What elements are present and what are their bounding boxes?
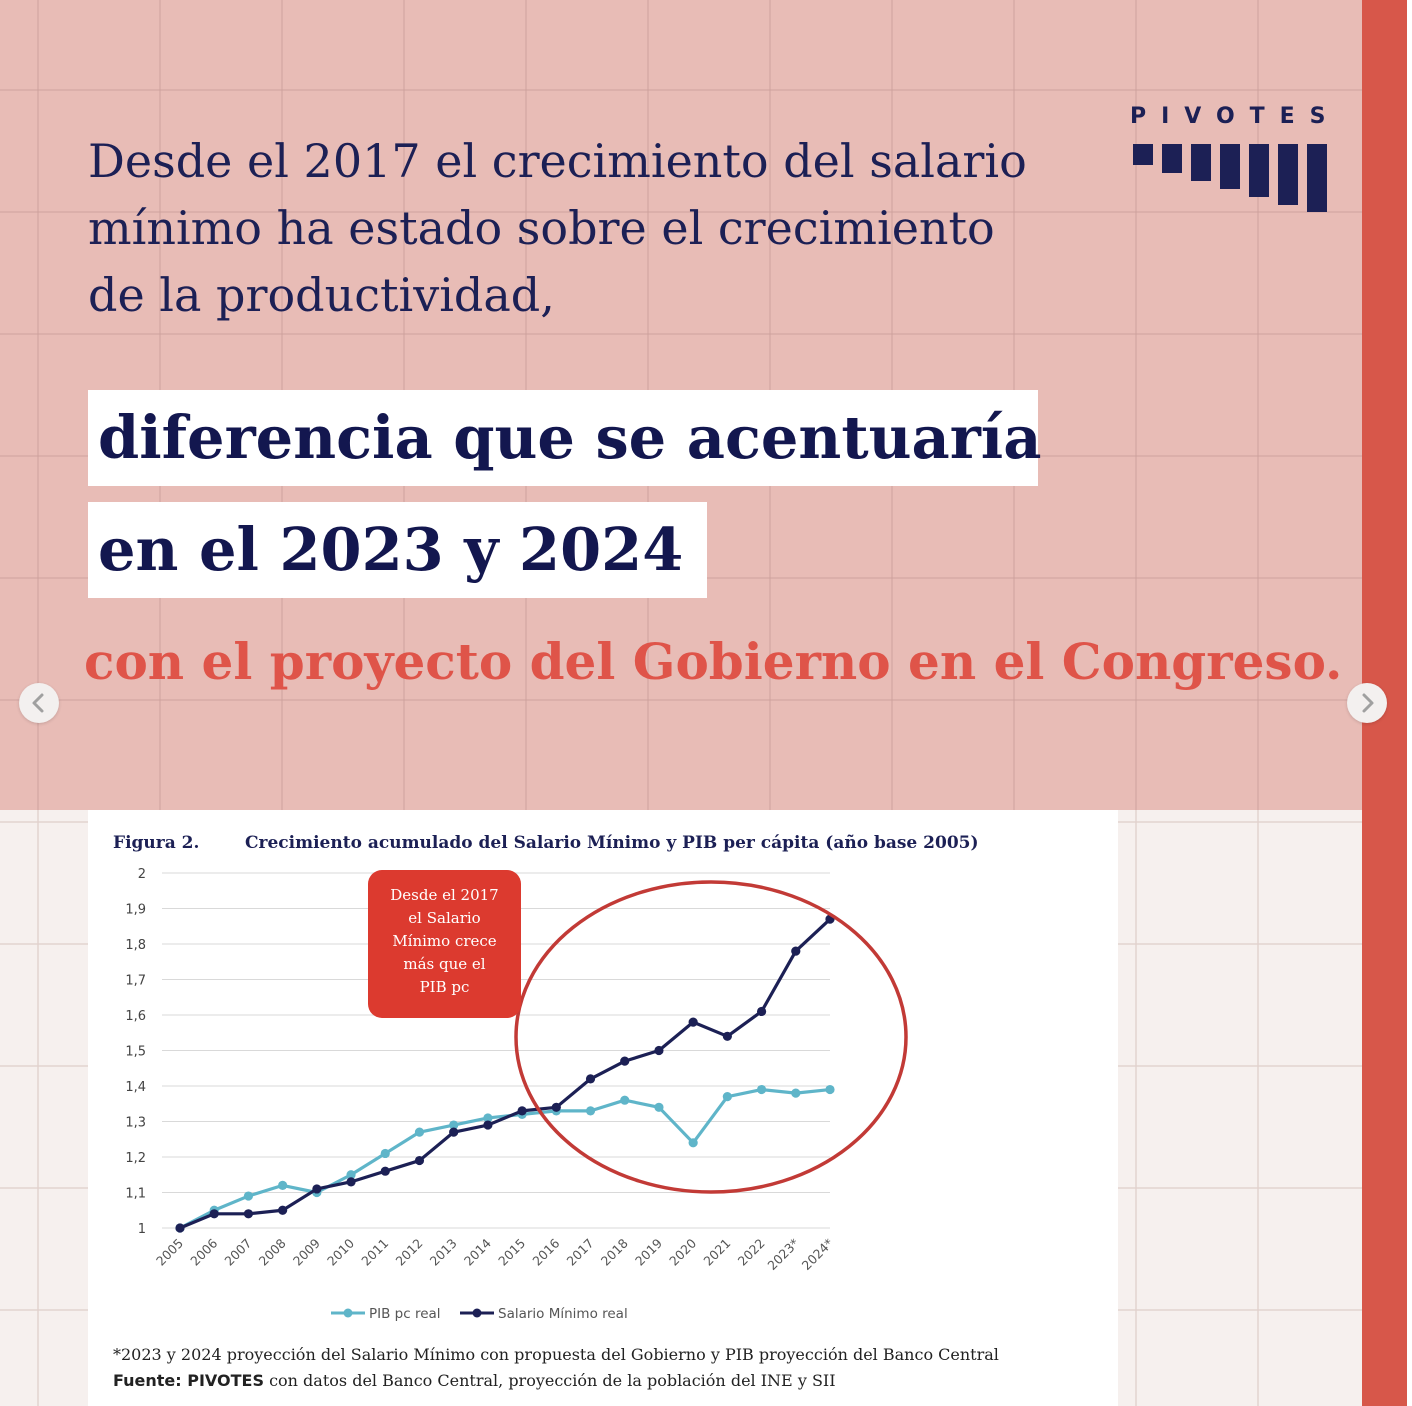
- chart-title: Crecimiento acumulado del Salario Mínimo…: [245, 833, 979, 853]
- chevron-left-icon: [32, 693, 44, 713]
- y-tick-label: 1,8: [125, 938, 146, 953]
- callout-line: más que el: [403, 955, 486, 973]
- data-point: [209, 1209, 219, 1219]
- data-point: [585, 1074, 596, 1084]
- data-point: [791, 1088, 801, 1098]
- y-tick-label: 1,1: [125, 1187, 146, 1202]
- x-tick-label: 2010: [324, 1235, 357, 1268]
- x-tick-label: 2012: [392, 1236, 425, 1269]
- figure-label: Figura 2.: [113, 833, 200, 853]
- y-tick-label: 1,7: [125, 974, 146, 989]
- x-tick-label: 2015: [495, 1236, 528, 1269]
- data-point: [756, 1084, 767, 1095]
- chart-figure: 1 1,1 1,2 1,3 1,4 1,5 1,6 1,7 1,8 1,9 2 2005 2006 200…: [88, 810, 1118, 1406]
- legend-marker: [472, 1308, 482, 1318]
- y-tick-label: 1,5: [125, 1045, 146, 1060]
- x-tick-label: 2021: [700, 1236, 733, 1269]
- data-point: [620, 1056, 630, 1066]
- data-point: [414, 1127, 425, 1137]
- legend-label: PIB pc real: [369, 1306, 441, 1322]
- data-point: [483, 1113, 493, 1123]
- x-tick-label: 2013: [427, 1236, 460, 1269]
- legend-marker: [343, 1308, 353, 1318]
- data-point: [517, 1106, 527, 1116]
- data-point: [312, 1184, 322, 1194]
- y-tick-label: 1,6: [125, 1009, 146, 1024]
- source-text: con datos del Banco Central, proyección …: [263, 1371, 836, 1390]
- x-tick-label: 2008: [256, 1235, 289, 1268]
- page-edge: [1407, 0, 1412, 1406]
- data-point: [380, 1166, 390, 1176]
- legend-label: Salario Mínimo real: [498, 1306, 628, 1322]
- x-tick-label: 2006: [187, 1235, 220, 1268]
- y-tick-label: 1,9: [125, 903, 146, 918]
- chevron-right-icon: [1362, 693, 1374, 713]
- callout-line: el Salario: [408, 909, 481, 927]
- data-point: [654, 1045, 664, 1056]
- y-tick-label: 1,2: [125, 1151, 146, 1166]
- data-point: [243, 1191, 254, 1201]
- data-point: [483, 1120, 493, 1130]
- x-tick-label: 2020: [666, 1235, 699, 1268]
- data-point: [654, 1102, 664, 1112]
- x-tick-label: 2014: [461, 1235, 494, 1268]
- data-point: [346, 1177, 356, 1187]
- x-tick-label: 2018: [598, 1235, 631, 1268]
- data-point: [551, 1102, 561, 1112]
- x-tick-label: 2023*: [764, 1236, 802, 1274]
- chart-callout: Desde el 2017 el Salario Mínimo crece má…: [368, 870, 521, 1018]
- highlight-line-2: en el 2023 y 2024: [88, 502, 707, 598]
- next-slide-button[interactable]: [1347, 683, 1387, 723]
- data-point: [620, 1095, 630, 1105]
- intro-text: Desde el 2017 el crecimiento del salario…: [88, 134, 1027, 322]
- x-tick-label: 2017: [564, 1236, 597, 1269]
- chart-footnote: *2023 y 2024 proyección del Salario Míni…: [113, 1345, 999, 1364]
- series-line-salario-minimo-real: [179, 917, 832, 1230]
- chart-source: Fuente: PIVOTES con datos del Banco Cent…: [113, 1371, 836, 1390]
- series-line-pib-pc-real: [179, 1087, 831, 1230]
- x-tick-label: 2011: [358, 1236, 391, 1269]
- data-point: [414, 1155, 425, 1166]
- callout-line: Mínimo crece: [392, 932, 497, 950]
- data-point: [346, 1170, 356, 1180]
- highlight-line-1: diferencia que se acentuaría: [88, 390, 1041, 486]
- x-tick-label: 2016: [529, 1235, 562, 1268]
- y-tick-label: 1: [138, 1222, 146, 1237]
- y-tick-label: 2: [138, 867, 146, 882]
- highlight-ellipse: [514, 880, 908, 1194]
- data-point: [722, 1031, 732, 1041]
- data-point: [688, 1138, 698, 1148]
- x-tick-label: 2019: [632, 1235, 665, 1268]
- data-point: [278, 1205, 288, 1215]
- data-point: [585, 1106, 596, 1116]
- x-tick-label: 2007: [221, 1236, 254, 1269]
- x-tick-label: 2024*: [799, 1236, 837, 1274]
- source-label: Fuente: PIVOTES: [113, 1371, 264, 1390]
- closing-text: con el proyecto del Gobierno en el Congr…: [84, 632, 1343, 691]
- data-point: [380, 1148, 390, 1159]
- data-point: [175, 1223, 185, 1233]
- callout-line: PIB pc: [419, 978, 470, 996]
- data-point: [756, 1006, 767, 1017]
- callout-line: Desde el 2017: [390, 886, 499, 904]
- previous-slide-button[interactable]: [19, 683, 59, 723]
- data-point: [791, 946, 801, 956]
- x-tick-label: 2009: [290, 1235, 323, 1268]
- data-point: [243, 1209, 254, 1219]
- y-tick-label: 1,4: [125, 1080, 146, 1095]
- brand-name: PIVOTES: [1130, 104, 1341, 129]
- x-tick-label: 2022: [735, 1236, 768, 1269]
- brand-bars-icon: [1133, 144, 1327, 212]
- data-point: [278, 1180, 288, 1190]
- data-point: [449, 1120, 459, 1130]
- data-point: [449, 1127, 459, 1137]
- data-point: [688, 1017, 698, 1027]
- data-point: [825, 1084, 835, 1095]
- brand-logo: PIVOTES: [1130, 104, 1335, 214]
- y-tick-label: 1,3: [125, 1116, 146, 1131]
- data-point: [722, 1092, 732, 1102]
- x-tick-label: 2005: [153, 1236, 186, 1269]
